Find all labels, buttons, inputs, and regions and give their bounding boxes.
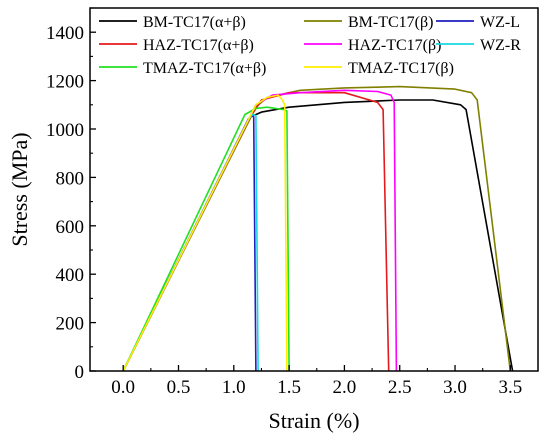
series-line-7 [122,94,288,372]
series-line-1 [122,85,512,372]
legend-label: TMAZ-TC17(α+β) [143,60,266,77]
y-tick-label: 600 [56,217,85,238]
x-tick-label: 2.0 [333,377,357,398]
legend: BM-TC17(α+β) BM-TC17(β) WZ-L HAZ-TC17(α+β) H… [99,14,521,77]
legend-label: BM-TC17(α+β) [143,14,246,31]
series-line-0 [122,99,514,372]
y-tick-label: 1200 [46,72,84,93]
y-tick-label: 800 [56,168,85,189]
y-axis-title: Stress (MPa) [7,132,32,246]
y-tick-label: 400 [56,265,85,286]
x-tick-label: 3.5 [498,377,522,398]
x-tick-label: 0.0 [111,377,135,398]
series-line-4 [122,89,398,372]
x-tick-label: 0.5 [167,377,191,398]
plot-frame [89,7,539,372]
legend-label: WZ-R [480,37,521,54]
ticks-layer [90,7,511,372]
x-tick-label: 1.5 [277,377,301,398]
y-tick-label: 1400 [46,23,84,44]
y-tick-label: 0 [75,362,85,383]
y-tick-label: 1000 [46,120,84,141]
x-axis-title: Strain (%) [268,408,359,433]
legend-label: HAZ-TC17(β) [348,37,441,54]
curves-layer [122,85,514,372]
tick-labels-layer: 0.0 0.5 1.0 1.5 2.0 2.5 3.0 3.5 0 200 400 600 800 100… [46,23,522,398]
legend-label: BM-TC17(β) [348,14,433,31]
x-tick-label: 3.0 [443,377,467,398]
legend-label: HAZ-TC17(α+β) [143,37,254,54]
legend-label: WZ-L [480,14,520,31]
x-tick-label: 2.5 [388,377,412,398]
x-tick-label: 1.0 [222,377,246,398]
y-tick-label: 200 [56,314,85,335]
series-line-6 [122,106,290,372]
legend-label: TMAZ-TC17(β) [348,60,454,77]
